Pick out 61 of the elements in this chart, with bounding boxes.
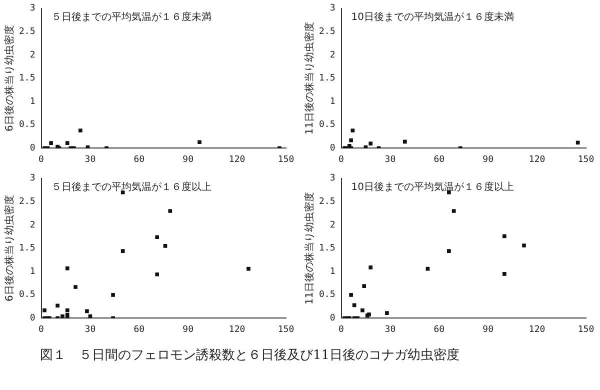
x-tick-label: 90 [482, 324, 494, 335]
y-tick-label: 1 [330, 96, 336, 107]
y-tick-label: 2.5 [318, 197, 336, 208]
x-tick-label: 90 [482, 154, 494, 165]
x-tick-label: 90 [182, 324, 194, 335]
y-tick-label: 2.5 [318, 27, 336, 38]
y-tick-label: 1.5 [18, 244, 36, 254]
x-tick-label: 30 [384, 154, 396, 165]
x-tick-label: 0 [338, 324, 344, 335]
x-tick-label: 120 [528, 154, 546, 165]
y-tick-label: 1.5 [318, 74, 336, 84]
y-tick-label: 0 [330, 144, 336, 154]
y-tick-label: 1 [30, 96, 36, 107]
y-tick-label: 0.5 [318, 120, 336, 130]
y-tick-label: 3 [30, 174, 36, 184]
x-tick-label: 30 [84, 154, 96, 165]
y-tick-label: 2 [30, 220, 36, 230]
x-tick-label: 60 [434, 324, 445, 335]
x-tick-label: 90 [182, 154, 194, 165]
y-tick-label: 0.5 [318, 290, 336, 300]
x-tick-label: 60 [434, 154, 445, 165]
y-tick-label: 3 [330, 174, 336, 184]
y-tick-label: 1.5 [18, 74, 36, 84]
x-tick-label: 0 [38, 324, 44, 335]
chart-title: 10日後までの平均気温が１６度未満 [351, 10, 514, 23]
x-tick-label: 0 [38, 154, 44, 165]
x-tick-label: 60 [134, 324, 145, 335]
y-tick-label: 2.5 [18, 27, 36, 38]
chart-title: ５日後までの平均気温が１６度未満 [51, 10, 212, 23]
x-tick-label: 150 [578, 154, 594, 165]
y-tick-label: 3 [330, 4, 336, 14]
y-axis-title: 11日後の株当り幼虫密度 [304, 192, 316, 305]
caption: 図１ ５日間のフェロモン誘殺数と６日後及び11日後のコナガ幼虫密度 [40, 347, 461, 364]
x-tick-label: 150 [278, 154, 294, 165]
y-tick-label: 1 [330, 266, 336, 277]
y-tick-label: 0 [330, 314, 336, 324]
x-tick-label: 120 [528, 324, 546, 335]
x-tick-label: 150 [278, 324, 294, 335]
y-axis-title: 6日後の株当り幼虫密度 [4, 195, 16, 302]
y-axis-title: 11日後の株当り幼虫密度 [304, 22, 316, 135]
y-tick-label: 2 [330, 50, 336, 60]
y-axis-title: 6日後の株当り幼虫密度 [4, 25, 16, 132]
y-tick-label: 2 [330, 220, 336, 230]
x-tick-label: 30 [384, 324, 396, 335]
x-tick-label: 120 [228, 154, 246, 165]
y-tick-label: 0 [30, 144, 36, 154]
x-tick-label: 120 [228, 324, 246, 335]
y-tick-label: 1 [30, 266, 36, 277]
chart-title: 10日後までの平均気温が１６度以上 [351, 180, 514, 193]
y-tick-label: 2.5 [18, 197, 36, 208]
x-tick-label: 150 [578, 324, 594, 335]
y-tick-label: 0 [30, 314, 36, 324]
chart-title: ５日後までの平均気温が１６度以上 [51, 180, 212, 193]
x-tick-label: 0 [338, 154, 344, 165]
y-tick-label: 0.5 [18, 290, 36, 300]
x-tick-label: 60 [134, 154, 145, 165]
y-tick-label: 0.5 [18, 120, 36, 130]
y-tick-label: 1.5 [318, 244, 336, 254]
y-tick-label: 3 [30, 4, 36, 14]
x-tick-label: 30 [84, 324, 96, 335]
y-tick-label: 2 [30, 50, 36, 60]
